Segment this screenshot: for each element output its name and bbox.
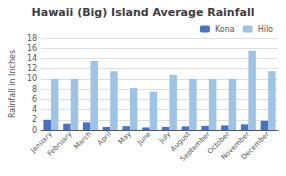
- svg-text:January: January: [29, 130, 54, 155]
- svg-text:8: 8: [32, 85, 37, 94]
- svg-text:July: July: [157, 130, 172, 145]
- svg-text:12: 12: [27, 64, 37, 73]
- svg-text:September: September: [179, 130, 212, 163]
- svg-text:6: 6: [32, 95, 37, 104]
- svg-text:0: 0: [32, 126, 37, 135]
- svg-text:2: 2: [32, 115, 37, 124]
- svg-text:18: 18: [27, 34, 37, 43]
- svg-text:August: August: [169, 130, 192, 154]
- svg-text:10: 10: [27, 74, 37, 83]
- svg-text:14: 14: [27, 54, 37, 63]
- svg-text:April: April: [96, 130, 113, 147]
- svg-text:Rainfall in Inches: Rainfall in Inches: [8, 50, 17, 118]
- svg-text:Kona: Kona: [215, 25, 235, 34]
- svg-text:March: March: [73, 130, 94, 151]
- svg-text:November: November: [219, 130, 252, 162]
- svg-text:Hawaii (Big) Island Average Ra: Hawaii (Big) Island Average Rainfall: [32, 6, 255, 19]
- svg-text:May: May: [117, 130, 133, 146]
- svg-text:February: February: [46, 130, 74, 158]
- svg-text:June: June: [135, 130, 152, 147]
- svg-text:4: 4: [32, 105, 37, 114]
- svg-text:Hilo: Hilo: [258, 25, 273, 34]
- svg-text:December: December: [240, 130, 271, 161]
- svg-text:October: October: [206, 130, 232, 156]
- svg-text:16: 16: [27, 44, 37, 53]
